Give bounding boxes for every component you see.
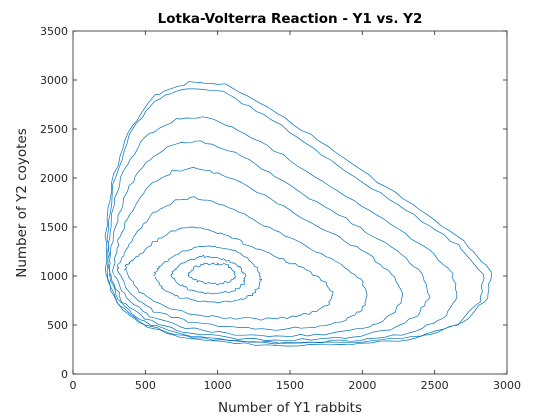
- x-tick-label: 3000: [493, 379, 521, 392]
- trajectory-line-2: [106, 88, 485, 347]
- x-tick-label: 2500: [421, 379, 449, 392]
- x-tick-label: 500: [135, 379, 156, 392]
- y-tick-label: 3500: [40, 25, 68, 38]
- axes-box: [72, 30, 508, 375]
- trajectory-line-8: [153, 245, 263, 304]
- trajectory-line-3: [107, 116, 458, 344]
- y-tick-label: 1500: [40, 221, 68, 234]
- plot-area: 0 500 1000 1500 2000 2500 3000 0 500 1000 1500 2000…: [40, 25, 521, 392]
- y-tick-label: 1000: [40, 270, 68, 283]
- y-axis-label: Number of Y2 coyotes: [14, 128, 30, 278]
- y-tick-label: 2500: [40, 123, 68, 136]
- series-group: [104, 81, 492, 347]
- x-tick-label: 1500: [276, 379, 304, 392]
- ticks-group: 0 500 1000 1500 2000 2500 3000 0 500 1000 1500 2000…: [40, 25, 521, 392]
- chart-title: Lotka-Volterra Reaction - Y1 vs. Y2: [158, 11, 423, 27]
- x-tick-label: 2000: [348, 379, 376, 392]
- x-axis-label: Number of Y1 rabbits: [218, 400, 362, 416]
- trajectory-line-7: [124, 226, 334, 321]
- trajectory-line-4: [108, 140, 431, 342]
- y-tick-label: 0: [61, 368, 68, 381]
- x-tick-label: 1000: [204, 379, 232, 392]
- y-tick-label: 500: [47, 319, 68, 332]
- y-tick-label: 3000: [40, 74, 68, 87]
- trajectory-line-6: [116, 196, 368, 331]
- x-tick-label: 0: [70, 379, 77, 392]
- trajectory-line-9: [170, 254, 247, 295]
- y-tick-label: 2000: [40, 172, 68, 185]
- trajectory-line-1: [104, 81, 492, 345]
- trajectory-line-5: [112, 167, 404, 338]
- trajectory-line-10: [187, 262, 236, 286]
